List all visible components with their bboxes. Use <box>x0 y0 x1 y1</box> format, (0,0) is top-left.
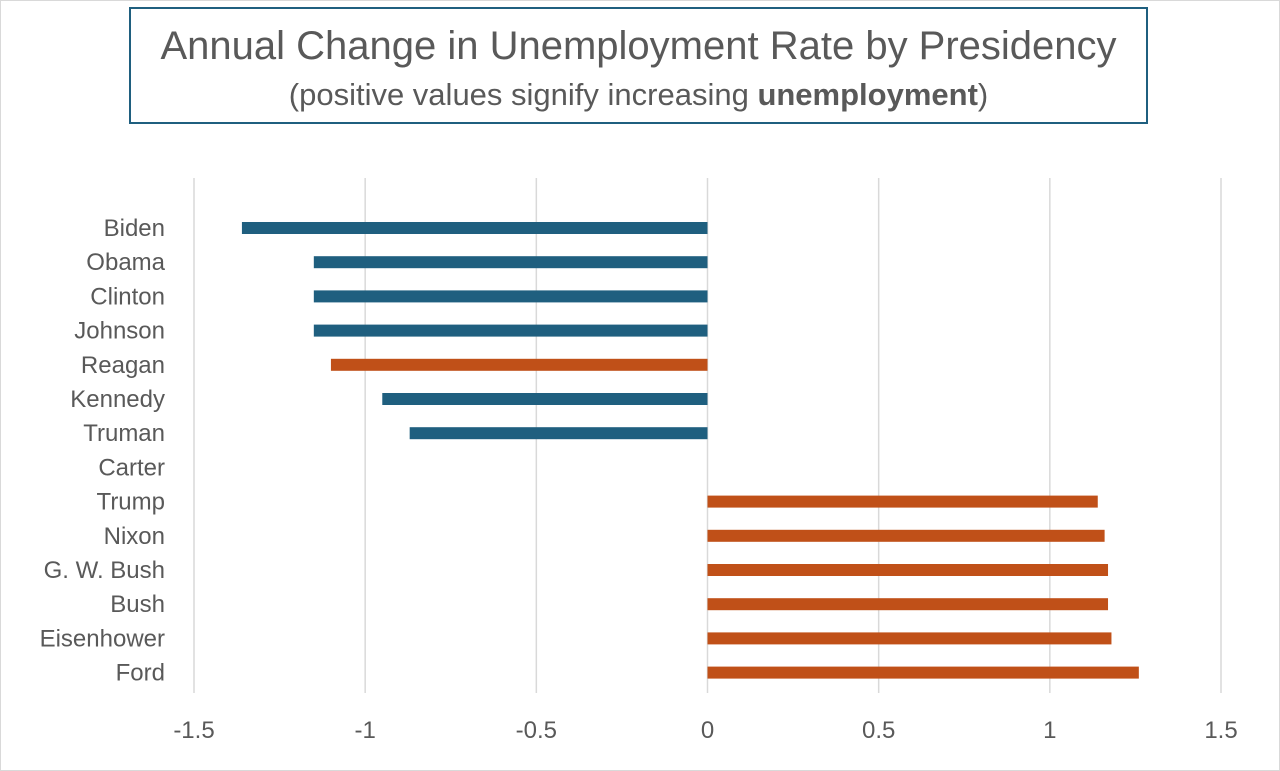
category-label: Kennedy <box>70 386 165 413</box>
bar-g-w-bush <box>707 564 1109 576</box>
category-label: Bush <box>110 591 165 618</box>
bar-clinton <box>313 290 708 303</box>
bars <box>241 222 1139 679</box>
bar-ford <box>707 666 1139 679</box>
bar-obama <box>313 256 708 269</box>
category-label: Ford <box>116 660 165 687</box>
category-label: Reagan <box>81 352 165 379</box>
bar-eisenhower <box>707 632 1112 645</box>
x-tick-label: -1.5 <box>173 717 214 744</box>
category-label: Carter <box>98 454 165 481</box>
x-axis-tick-labels: -1.5 -1 -0.5 0 0.5 1 1.5 <box>173 717 1237 744</box>
category-label: G. W. Bush <box>44 557 165 584</box>
chart-subtitle: (positive values signify increasing unem… <box>131 77 1146 113</box>
category-label: Eisenhower <box>40 625 165 652</box>
subtitle-prefix: (positive values signify increasing <box>288 77 758 112</box>
x-tick-label: -0.5 <box>516 717 557 744</box>
bar-johnson <box>313 324 708 337</box>
category-label: Trump <box>97 489 165 516</box>
chart-title: Annual Change in Unemployment Rate by Pr… <box>160 24 1117 68</box>
x-tick-label: 0 <box>701 717 714 744</box>
subtitle-suffix: ) <box>977 77 989 112</box>
category-labels: Biden Obama Clinton Johnson Reagan Kennedy Tru… <box>40 215 166 687</box>
category-label: Truman <box>83 420 165 447</box>
bar-trump <box>707 495 1098 508</box>
category-label: Clinton <box>90 283 165 310</box>
bar-biden <box>241 222 708 234</box>
bar-reagan <box>330 358 708 371</box>
subtitle-bold: unemployment <box>757 77 978 112</box>
x-tick-label: 0.5 <box>862 717 895 744</box>
bar-truman <box>409 427 708 440</box>
chart-title-box: Annual Change in Unemployment Rate by Pr… <box>129 7 1148 124</box>
bar-bush <box>707 598 1109 611</box>
bar-kennedy <box>382 393 708 405</box>
category-label: Nixon <box>104 523 165 550</box>
x-tick-label: 1.5 <box>1204 717 1237 744</box>
category-label: Obama <box>86 249 165 276</box>
x-tick-label: -1 <box>354 717 375 744</box>
category-label: Johnson <box>74 318 165 345</box>
bar-nixon <box>707 529 1105 542</box>
x-tick-label: 1 <box>1043 717 1056 744</box>
category-label: Biden <box>104 215 165 242</box>
